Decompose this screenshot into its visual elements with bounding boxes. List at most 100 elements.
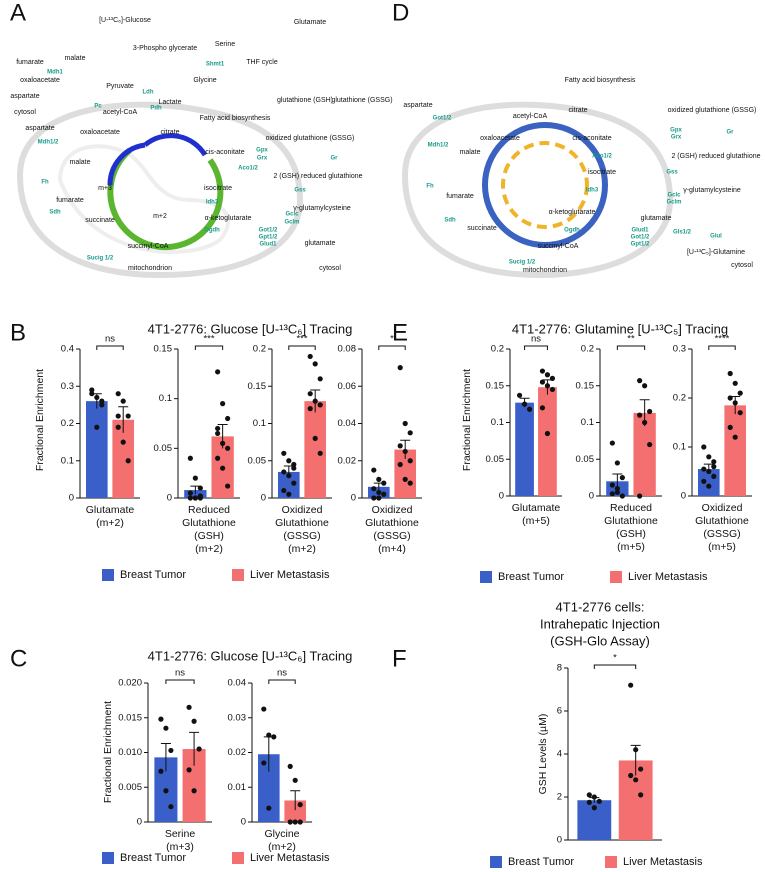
data-point bbox=[225, 415, 231, 422]
enzyme-label: Pdh bbox=[150, 106, 162, 112]
label-line: Glutathione bbox=[275, 517, 329, 529]
data-point bbox=[706, 483, 712, 489]
y-tick-label: 0.05 bbox=[576, 454, 595, 465]
data-point bbox=[220, 440, 226, 446]
data-point bbox=[526, 406, 533, 412]
data-point bbox=[187, 455, 193, 461]
y-tick-label: 8 bbox=[557, 663, 562, 674]
data-point bbox=[544, 430, 551, 437]
y-tick-label: 0.2 bbox=[673, 393, 686, 404]
data-point bbox=[163, 788, 169, 794]
data-point bbox=[115, 424, 121, 430]
label-line: Serine bbox=[165, 828, 196, 840]
metabolite-label: malate bbox=[64, 55, 85, 62]
data-point bbox=[633, 777, 639, 783]
data-point bbox=[266, 805, 272, 811]
panel-letter: A bbox=[10, 0, 26, 26]
panel-title: 4T1-2776: Glucose [U-¹³C₆] Tracing bbox=[148, 321, 353, 336]
bar bbox=[724, 405, 746, 496]
data-point bbox=[94, 424, 100, 430]
label-line: (m+3) bbox=[166, 841, 194, 853]
enzyme-label: Gpx bbox=[256, 148, 268, 154]
y-tick-label: 0.05 bbox=[154, 443, 173, 454]
enzyme-label: Gclc bbox=[285, 212, 299, 218]
significance-bracket bbox=[593, 664, 637, 669]
enzyme-label: Got1/2 bbox=[433, 116, 452, 122]
data-point bbox=[586, 799, 592, 805]
y-tick-label: 2 bbox=[557, 792, 562, 803]
significance-label: *** bbox=[203, 334, 214, 345]
metabolite-label: citrate bbox=[568, 107, 587, 114]
data-point bbox=[287, 763, 293, 770]
label-line: Oxidized bbox=[282, 504, 323, 516]
data-point bbox=[633, 747, 639, 753]
enzyme-label: Gpx bbox=[670, 128, 682, 134]
y-tick-label: 0.15 bbox=[248, 381, 267, 392]
data-point bbox=[539, 405, 546, 411]
label-line: Oxidized bbox=[372, 504, 413, 516]
legend-swatch bbox=[605, 856, 617, 868]
data-point bbox=[397, 461, 403, 468]
significance-bracket bbox=[524, 345, 548, 350]
x-category-label: Serine (m+3) bbox=[165, 828, 196, 853]
significance-label: * bbox=[390, 334, 394, 345]
bar bbox=[304, 401, 326, 498]
x-category-label: Glycine (m+2) bbox=[264, 828, 299, 853]
metabolite-label: glutathione (GSH) bbox=[277, 97, 333, 104]
metabolite-label: γ-glutamylcysteine bbox=[293, 205, 351, 212]
label-line: (GSH) bbox=[616, 528, 646, 540]
panel-letter: D bbox=[392, 0, 409, 26]
metabolite-label: succinyl-CoA bbox=[538, 243, 579, 250]
data-point bbox=[215, 455, 221, 461]
y-tick-label: 0.015 bbox=[118, 712, 142, 723]
panel-title: 4T1-2776 cells: bbox=[556, 599, 645, 614]
data-point bbox=[732, 400, 738, 406]
significance-bracket bbox=[616, 345, 646, 350]
y-tick-label: 4 bbox=[557, 749, 562, 760]
data-point bbox=[544, 372, 551, 378]
metabolite-label: γ-glutamylcysteine bbox=[683, 187, 741, 194]
label-line: (GSH) bbox=[194, 530, 224, 542]
bar bbox=[112, 419, 134, 498]
metabolite-label: Serine bbox=[215, 41, 235, 48]
significance-bracket bbox=[288, 345, 316, 350]
metabolite-label: cis-aconitate bbox=[205, 149, 244, 156]
significance-bracket bbox=[708, 345, 736, 350]
data-point bbox=[312, 361, 318, 367]
data-point bbox=[312, 398, 318, 404]
data-point bbox=[516, 392, 523, 398]
data-point bbox=[539, 368, 546, 374]
data-point bbox=[191, 788, 197, 794]
metabolite-label: isocitrate bbox=[204, 185, 232, 192]
data-point bbox=[402, 476, 408, 482]
label-line: (m+2) bbox=[96, 517, 124, 529]
y-tick-label: 0.2 bbox=[581, 344, 594, 355]
metabolite-label: Lactate bbox=[159, 99, 182, 106]
label-line: (GSSG) bbox=[373, 530, 410, 542]
data-point bbox=[163, 725, 169, 731]
label-line: (m+2) bbox=[268, 841, 296, 853]
data-point bbox=[637, 378, 643, 384]
error-bar bbox=[189, 731, 200, 766]
data-point bbox=[158, 716, 164, 722]
enzyme-label: Idh3 bbox=[206, 200, 219, 206]
data-point bbox=[281, 450, 287, 456]
enzyme-label: Gr bbox=[726, 130, 734, 136]
significance-label: ns bbox=[277, 668, 287, 679]
data-point bbox=[125, 413, 131, 419]
label-line: Glutathione bbox=[695, 515, 749, 527]
data-point bbox=[609, 482, 615, 488]
enzyme-label: Gclc bbox=[667, 193, 681, 199]
enzyme-label: Sdh bbox=[444, 218, 456, 224]
significance-label: ** bbox=[627, 334, 635, 345]
data-point bbox=[549, 375, 556, 381]
metabolite-label: fumarate bbox=[56, 197, 84, 204]
data-point bbox=[197, 493, 203, 499]
data-point bbox=[701, 478, 707, 484]
y-tick-label: 0.06 bbox=[338, 381, 357, 392]
enzyme-label: Ldh bbox=[143, 90, 154, 96]
error-bar bbox=[290, 790, 301, 811]
y-axis-label: GSH Levels (µM) bbox=[537, 714, 549, 795]
enzyme-label: Gclm bbox=[666, 200, 681, 206]
legend-label: Breast Tumor bbox=[508, 856, 574, 868]
